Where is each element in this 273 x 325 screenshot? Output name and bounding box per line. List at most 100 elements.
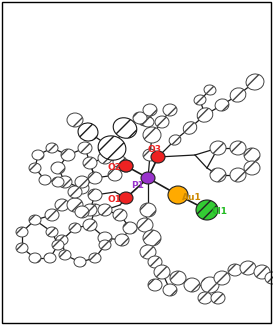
Ellipse shape: [69, 223, 81, 233]
Ellipse shape: [254, 265, 270, 279]
Ellipse shape: [113, 118, 137, 138]
Ellipse shape: [197, 108, 213, 122]
Ellipse shape: [143, 127, 161, 143]
Ellipse shape: [46, 143, 58, 153]
Ellipse shape: [113, 209, 127, 221]
Ellipse shape: [143, 104, 157, 116]
Ellipse shape: [210, 168, 226, 182]
Ellipse shape: [67, 198, 83, 212]
Ellipse shape: [88, 204, 102, 216]
Ellipse shape: [16, 227, 28, 237]
Text: Cl1: Cl1: [211, 207, 227, 216]
Ellipse shape: [240, 261, 256, 275]
Ellipse shape: [83, 204, 97, 216]
Ellipse shape: [113, 156, 127, 168]
Ellipse shape: [98, 136, 126, 160]
Ellipse shape: [32, 150, 44, 160]
Ellipse shape: [230, 88, 246, 102]
Ellipse shape: [68, 186, 82, 198]
Ellipse shape: [98, 204, 112, 216]
Ellipse shape: [29, 215, 41, 225]
Ellipse shape: [83, 157, 97, 169]
Ellipse shape: [16, 243, 28, 253]
Ellipse shape: [58, 176, 72, 188]
Text: O1: O1: [107, 196, 121, 204]
Ellipse shape: [78, 142, 92, 154]
Ellipse shape: [52, 177, 64, 187]
Ellipse shape: [194, 95, 206, 105]
Ellipse shape: [88, 189, 102, 201]
Ellipse shape: [244, 148, 260, 162]
Ellipse shape: [119, 192, 133, 204]
Ellipse shape: [244, 161, 260, 175]
Ellipse shape: [75, 206, 89, 218]
Ellipse shape: [210, 141, 226, 155]
Ellipse shape: [75, 176, 89, 188]
Ellipse shape: [99, 240, 111, 250]
Ellipse shape: [204, 85, 216, 95]
Ellipse shape: [183, 122, 197, 134]
Ellipse shape: [98, 232, 112, 244]
Ellipse shape: [214, 271, 230, 285]
Ellipse shape: [29, 253, 41, 263]
Ellipse shape: [46, 227, 58, 237]
Ellipse shape: [83, 219, 97, 231]
Ellipse shape: [78, 123, 98, 141]
Ellipse shape: [119, 160, 133, 172]
Ellipse shape: [44, 253, 56, 263]
Ellipse shape: [143, 149, 157, 161]
Ellipse shape: [215, 99, 229, 111]
Ellipse shape: [151, 151, 165, 163]
Ellipse shape: [170, 271, 186, 285]
Ellipse shape: [56, 235, 68, 245]
Ellipse shape: [133, 112, 147, 124]
Ellipse shape: [67, 113, 83, 127]
Ellipse shape: [108, 169, 122, 181]
Ellipse shape: [169, 135, 181, 145]
Ellipse shape: [230, 168, 246, 182]
Ellipse shape: [98, 152, 112, 164]
Ellipse shape: [138, 114, 152, 126]
Ellipse shape: [115, 234, 129, 246]
Ellipse shape: [119, 160, 133, 172]
Ellipse shape: [140, 203, 156, 217]
Ellipse shape: [75, 182, 89, 194]
Ellipse shape: [154, 265, 170, 279]
Text: P1: P1: [132, 180, 144, 189]
Ellipse shape: [155, 116, 169, 128]
Ellipse shape: [184, 278, 200, 292]
Ellipse shape: [55, 199, 69, 211]
Ellipse shape: [89, 253, 101, 263]
Ellipse shape: [74, 257, 86, 267]
Ellipse shape: [45, 209, 59, 221]
Ellipse shape: [140, 245, 156, 259]
Ellipse shape: [148, 256, 162, 268]
Ellipse shape: [246, 74, 264, 90]
Ellipse shape: [141, 172, 155, 184]
Ellipse shape: [61, 149, 75, 161]
Ellipse shape: [211, 292, 225, 304]
Ellipse shape: [163, 104, 177, 116]
Ellipse shape: [59, 250, 71, 260]
Ellipse shape: [198, 292, 212, 304]
Ellipse shape: [29, 163, 41, 173]
Text: O2: O2: [107, 163, 121, 173]
Ellipse shape: [52, 240, 64, 250]
Ellipse shape: [142, 117, 154, 127]
Ellipse shape: [228, 264, 242, 276]
Ellipse shape: [51, 162, 65, 174]
Ellipse shape: [201, 277, 219, 293]
Ellipse shape: [265, 272, 273, 284]
Ellipse shape: [143, 230, 161, 246]
Ellipse shape: [137, 218, 153, 232]
Text: Au1: Au1: [182, 193, 202, 202]
Ellipse shape: [123, 222, 137, 234]
Ellipse shape: [39, 175, 51, 185]
Text: O3: O3: [148, 145, 162, 153]
Ellipse shape: [163, 284, 177, 296]
Ellipse shape: [88, 172, 102, 184]
Ellipse shape: [230, 141, 246, 155]
Ellipse shape: [196, 200, 218, 220]
Ellipse shape: [168, 186, 188, 204]
Ellipse shape: [148, 279, 162, 291]
